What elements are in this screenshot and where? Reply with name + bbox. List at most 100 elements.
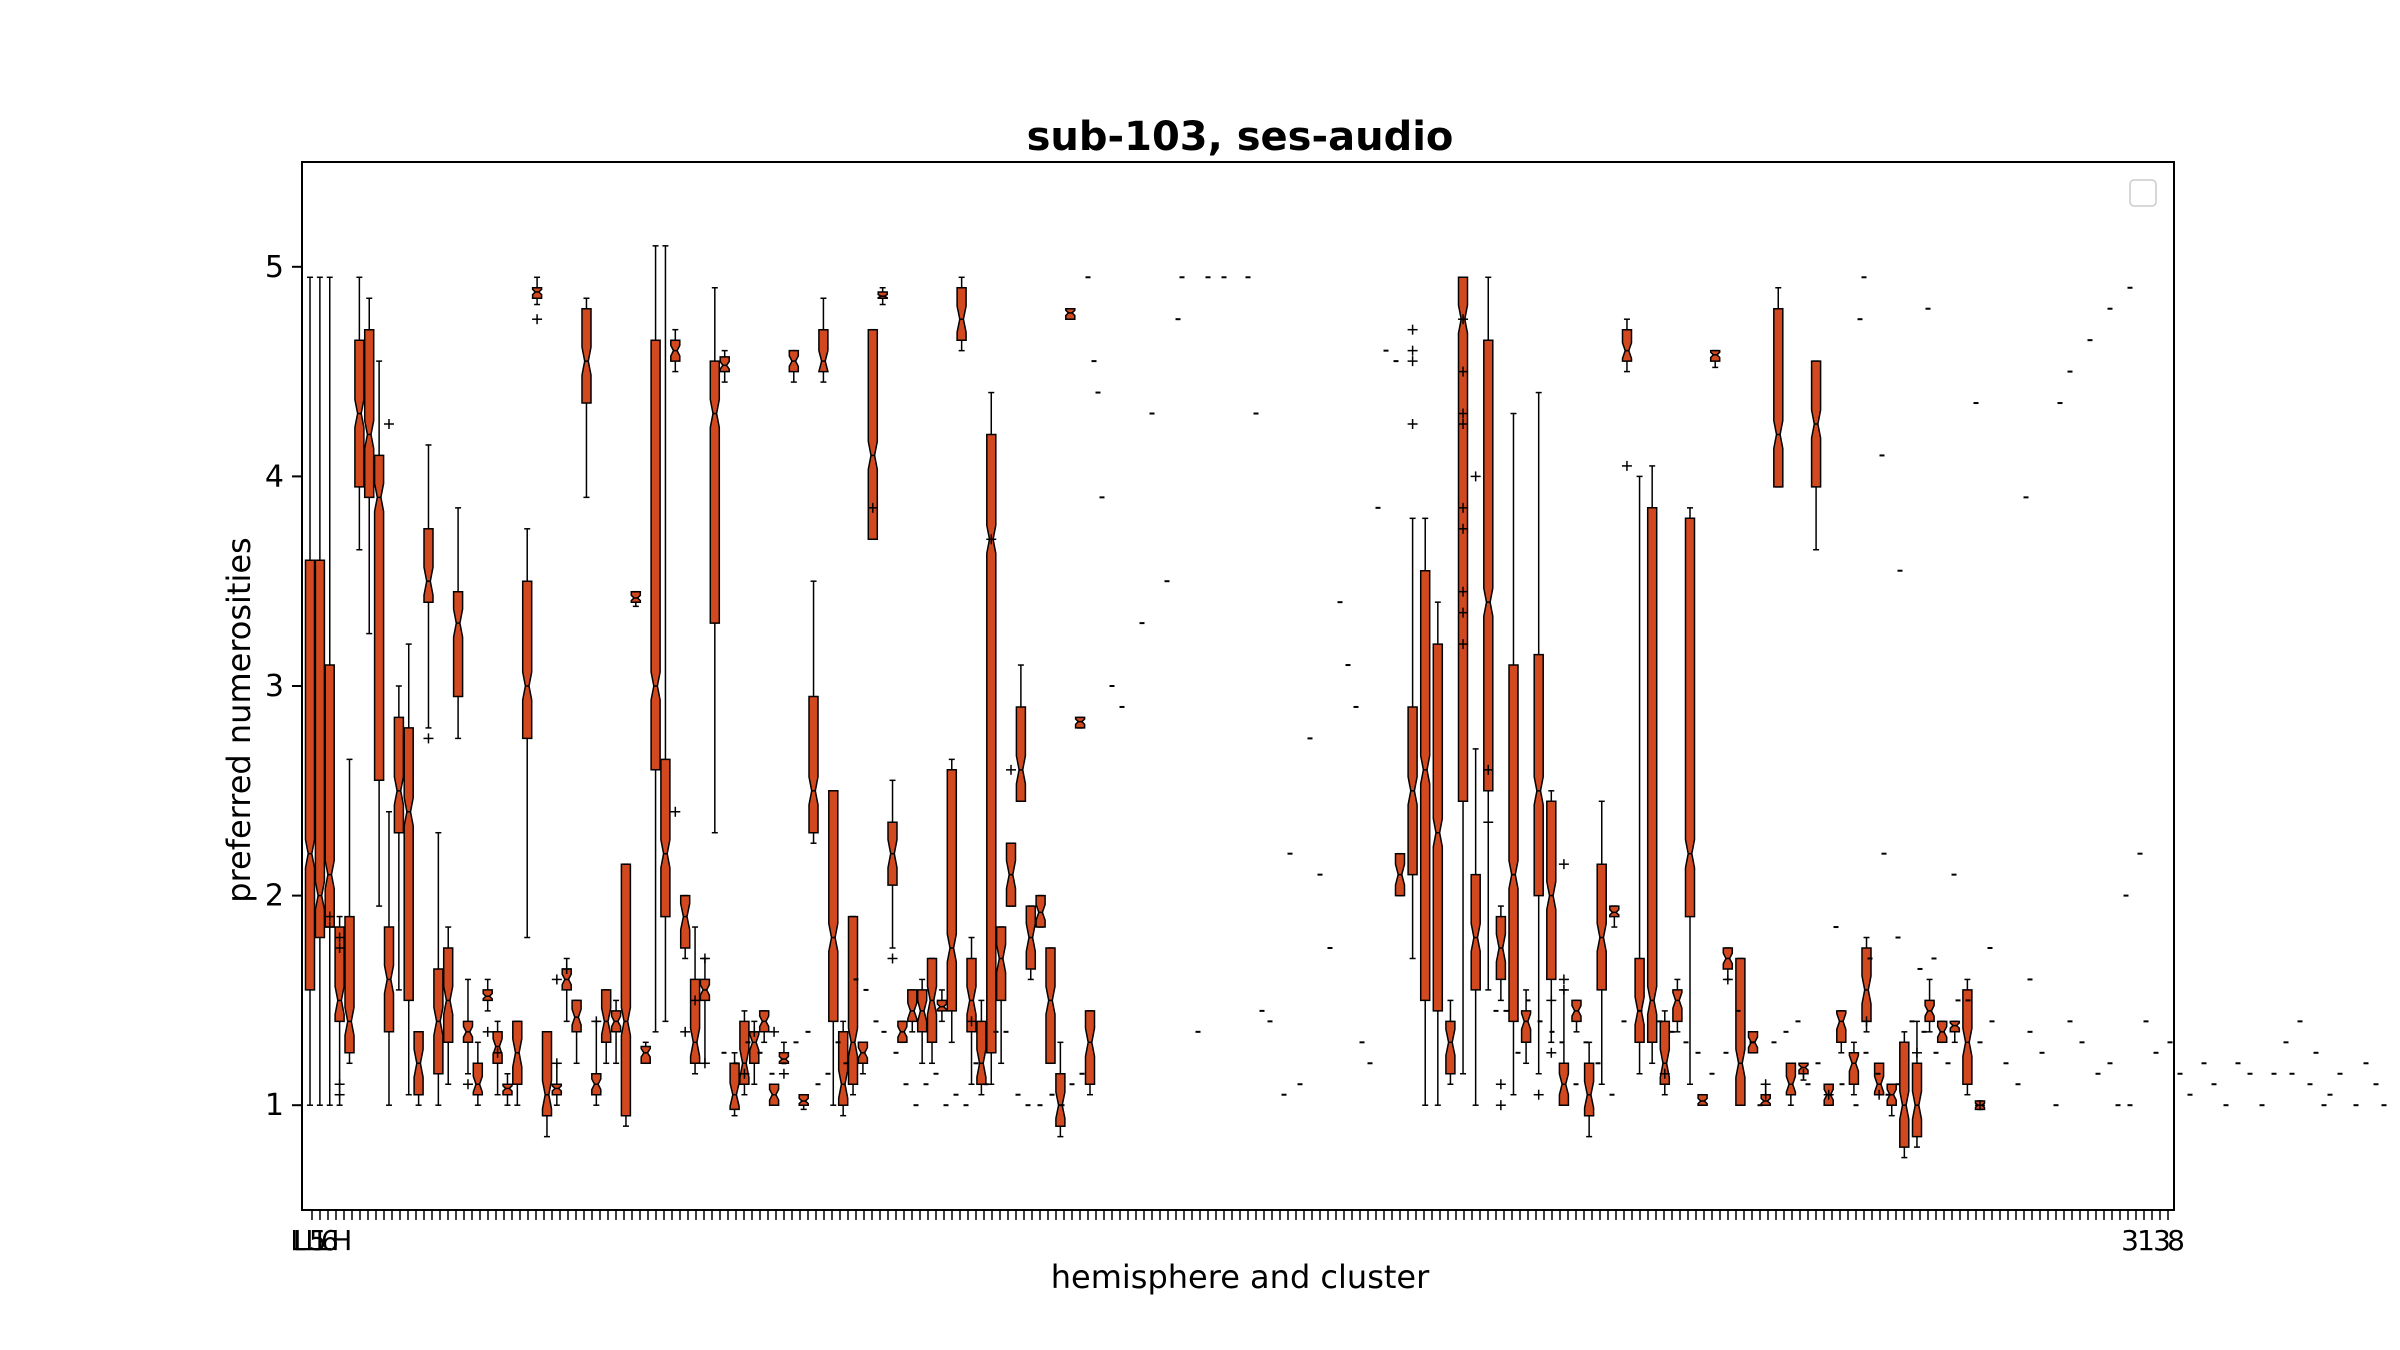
box-body	[521, 580, 533, 740]
box-body	[1709, 349, 1721, 362]
box-body	[817, 328, 829, 373]
box-item	[1634, 475, 1645, 1075]
box-item	[1533, 391, 1544, 1100]
box-item	[521, 528, 533, 939]
box-item	[877, 287, 888, 306]
box-body	[995, 926, 1007, 1002]
box-item	[324, 276, 335, 1106]
box-body	[778, 1052, 790, 1065]
box-item	[304, 276, 316, 1106]
box-body	[541, 1031, 553, 1117]
box-item	[512, 1020, 523, 1106]
box-item	[1836, 1010, 1847, 1054]
box-item	[887, 779, 898, 964]
box-body	[314, 559, 326, 939]
box-body	[1899, 1041, 1910, 1148]
box-body	[324, 664, 335, 928]
box-body	[640, 1045, 651, 1065]
box-body	[1646, 507, 1658, 1044]
box-item	[1861, 936, 1872, 1033]
box-body	[976, 1020, 987, 1085]
box-item	[1735, 957, 1746, 1106]
box-item	[393, 685, 405, 991]
y-tick-label: 1	[265, 1088, 284, 1123]
box-item	[1035, 894, 1046, 928]
y-tick-label: 4	[265, 459, 284, 494]
box-body	[650, 339, 661, 771]
box-item	[373, 360, 385, 907]
box-item	[650, 245, 661, 1033]
box-body	[1962, 989, 1973, 1085]
box-body	[1659, 1020, 1671, 1085]
box-item	[1394, 852, 1406, 897]
box-body	[620, 863, 632, 1117]
box-item	[689, 926, 701, 1075]
box-body	[492, 1031, 503, 1065]
box-item	[492, 1020, 503, 1096]
box-item	[719, 349, 730, 383]
box-body	[1045, 947, 1056, 1065]
box-item	[1672, 978, 1683, 1033]
box-item	[1659, 1010, 1671, 1096]
box-body	[1470, 873, 1481, 991]
box-body	[600, 989, 612, 1044]
box-item	[857, 1041, 869, 1075]
x-tick-label: L5	[293, 1224, 326, 1257]
box-item	[1621, 318, 1633, 471]
box-body	[709, 360, 721, 624]
box-item	[1974, 1100, 1986, 1111]
box-body	[581, 307, 592, 404]
box-item	[472, 1041, 484, 1106]
box-item	[1495, 905, 1507, 1111]
box-item	[1065, 307, 1076, 320]
box-body	[1084, 1010, 1096, 1085]
box-item	[531, 276, 543, 325]
box-item	[788, 349, 800, 383]
box-item	[817, 297, 829, 383]
box-body	[956, 287, 967, 341]
box-body	[1848, 1052, 1860, 1085]
box-body	[344, 915, 355, 1054]
box-item	[1055, 1041, 1066, 1138]
box-item	[620, 863, 632, 1127]
box-item	[1558, 859, 1570, 1106]
box-body	[1445, 1020, 1456, 1075]
box-body	[1836, 1010, 1847, 1044]
box-item	[1015, 664, 1027, 803]
box-item	[433, 831, 444, 1106]
box-body	[334, 926, 345, 1023]
box-item	[837, 1020, 849, 1117]
box-item	[1470, 471, 1481, 1106]
box-body	[1546, 800, 1557, 981]
box-item	[413, 1031, 424, 1106]
box-body	[986, 433, 997, 1054]
box-body	[828, 790, 839, 1023]
box-item	[314, 276, 326, 1106]
box-body	[531, 287, 543, 299]
box-body	[798, 1093, 809, 1106]
box-item	[739, 1010, 750, 1096]
box-item	[1709, 349, 1721, 369]
x-tick-label: L6	[305, 1224, 338, 1257]
legend-box	[2129, 179, 2157, 207]
box-item	[709, 287, 721, 834]
box-item	[995, 926, 1007, 1065]
box-body	[373, 454, 385, 782]
box-body	[423, 528, 434, 603]
box-item	[1407, 324, 1418, 960]
box-item	[936, 989, 948, 1023]
box-item	[1773, 287, 1784, 488]
box-body	[1583, 1062, 1595, 1117]
box-item	[334, 915, 345, 1106]
box-item	[1760, 1079, 1771, 1106]
box-body	[502, 1083, 513, 1096]
box-item	[798, 1093, 809, 1111]
box-body	[1949, 1020, 1961, 1033]
box-item	[1873, 1062, 1885, 1100]
box-body	[1621, 328, 1633, 362]
box-body	[1672, 989, 1683, 1023]
box-item	[502, 1073, 513, 1106]
x-axis-label: hemisphere and cluster	[1051, 1258, 1430, 1296]
box-item	[1886, 1083, 1897, 1117]
